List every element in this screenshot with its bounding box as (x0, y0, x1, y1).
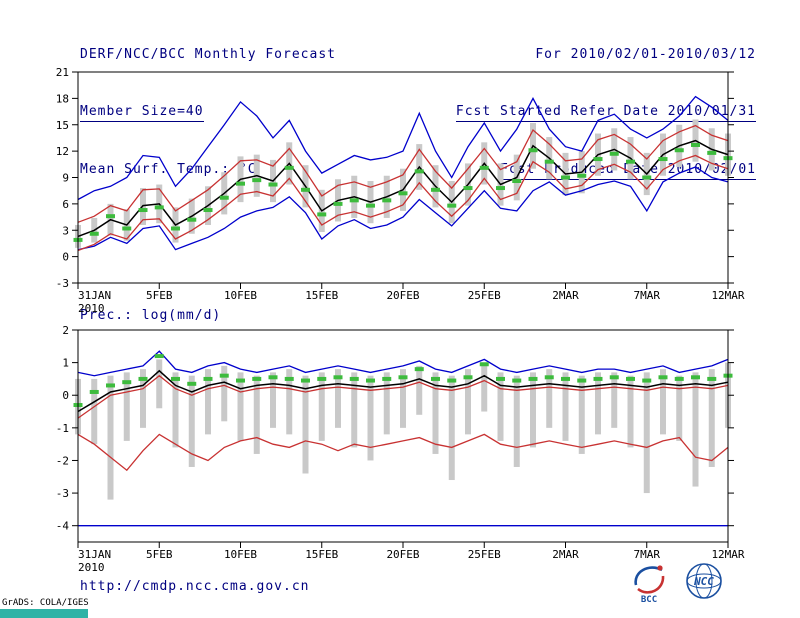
series-upper-quartile (77, 374, 729, 419)
x-tick-label: 5FEB (146, 548, 173, 561)
x-tick-label: 12MAR (711, 548, 744, 561)
page-title: DERF/NCC/BCC Monthly Forecast (80, 47, 336, 62)
x-tick-label: 5FEB (146, 289, 173, 302)
bcc-swirl-blue (634, 566, 663, 586)
x-tick-label: 2MAR (552, 289, 579, 302)
fcst-start-date: Fcst Started Refer Date 2010/01/31 (455, 102, 756, 122)
y-tick-label: 12 (56, 145, 69, 158)
series-median (77, 369, 729, 413)
series-ensemble-mean (73, 354, 733, 408)
y-tick-label: -3 (56, 487, 69, 500)
grads-credit: GrADS: COLA/IGES (2, 598, 89, 608)
series-lower-quartile (77, 433, 729, 472)
bcc-logo-label: BCC (641, 595, 657, 603)
ncc-globe-latitude (686, 573, 722, 589)
teal-bar (0, 609, 88, 618)
temp-panel-title: Mean Surf. Temp.: °C (80, 162, 257, 177)
bcc-swirl-red (637, 575, 665, 594)
x-tick-label: 31JAN (78, 289, 111, 302)
y-tick-label: 0 (62, 389, 69, 402)
series-median (77, 139, 729, 238)
y-tick-label: 1 (62, 357, 69, 370)
y-tick-label: -2 (56, 454, 69, 467)
header-left: DERF/NCC/BCC Monthly Forecast Member Siz… (80, 7, 336, 217)
x-tick-label: 2MAR (552, 548, 579, 561)
bcc-logo: BCC (634, 565, 665, 603)
forecast-period: For 2010/02/01-2010/03/12 (535, 47, 756, 62)
y-tick-label: 9 (62, 172, 69, 185)
series-ensemble-max (77, 95, 729, 201)
bcc-dot (657, 565, 663, 571)
series-ensemble-max (77, 350, 729, 377)
x-tick-year-label: 2010 (78, 561, 105, 574)
x-tick-label: 7MAR (634, 289, 661, 302)
x-tick-label: 7MAR (634, 548, 661, 561)
y-tick-label: -3 (56, 277, 69, 290)
y-tick-label: 3 (62, 224, 69, 237)
x-tick-label: 20FEB (386, 289, 419, 302)
y-tick-label: 2 (62, 324, 69, 337)
x-tick-label: 10FEB (224, 289, 257, 302)
ncc-globe-meridian (695, 563, 713, 599)
x-tick-label: 25FEB (468, 289, 501, 302)
y-tick-label: 0 (62, 251, 69, 264)
x-tick-label: 25FEB (468, 548, 501, 561)
precip-panel-title: Prec.: log(mm/d) (80, 308, 222, 323)
ensemble-spread-bars (75, 359, 731, 500)
series-lower-quartile (77, 154, 729, 252)
ncc-logo-label: NCC (693, 575, 714, 588)
ncc-logo: NCC (686, 563, 722, 599)
member-size-label: Member Size=40 (80, 102, 204, 122)
footer-logos: BCC NCC (630, 559, 726, 603)
series-upper-quartile (77, 124, 729, 223)
x-tick-year-label: 2010 (78, 302, 105, 315)
y-tick-label: 21 (56, 66, 69, 79)
x-tick-label: 12MAR (711, 289, 744, 302)
y-tick-label: 6 (62, 198, 69, 211)
x-tick-label: 31JAN (78, 548, 111, 561)
website-url: http://cmdp.ncc.cma.gov.cn (80, 579, 310, 594)
y-tick-label: -4 (56, 520, 70, 533)
x-tick-label: 20FEB (386, 548, 419, 561)
y-tick-label: 18 (56, 92, 69, 105)
x-tick-label: 15FEB (305, 548, 338, 561)
y-tick-label: -1 (56, 422, 69, 435)
series-ensemble-mean (73, 142, 733, 242)
y-tick-label: 15 (56, 119, 69, 132)
series-ensemble-min (77, 166, 729, 251)
x-tick-label: 15FEB (305, 289, 338, 302)
x-tick-label: 10FEB (224, 548, 257, 561)
